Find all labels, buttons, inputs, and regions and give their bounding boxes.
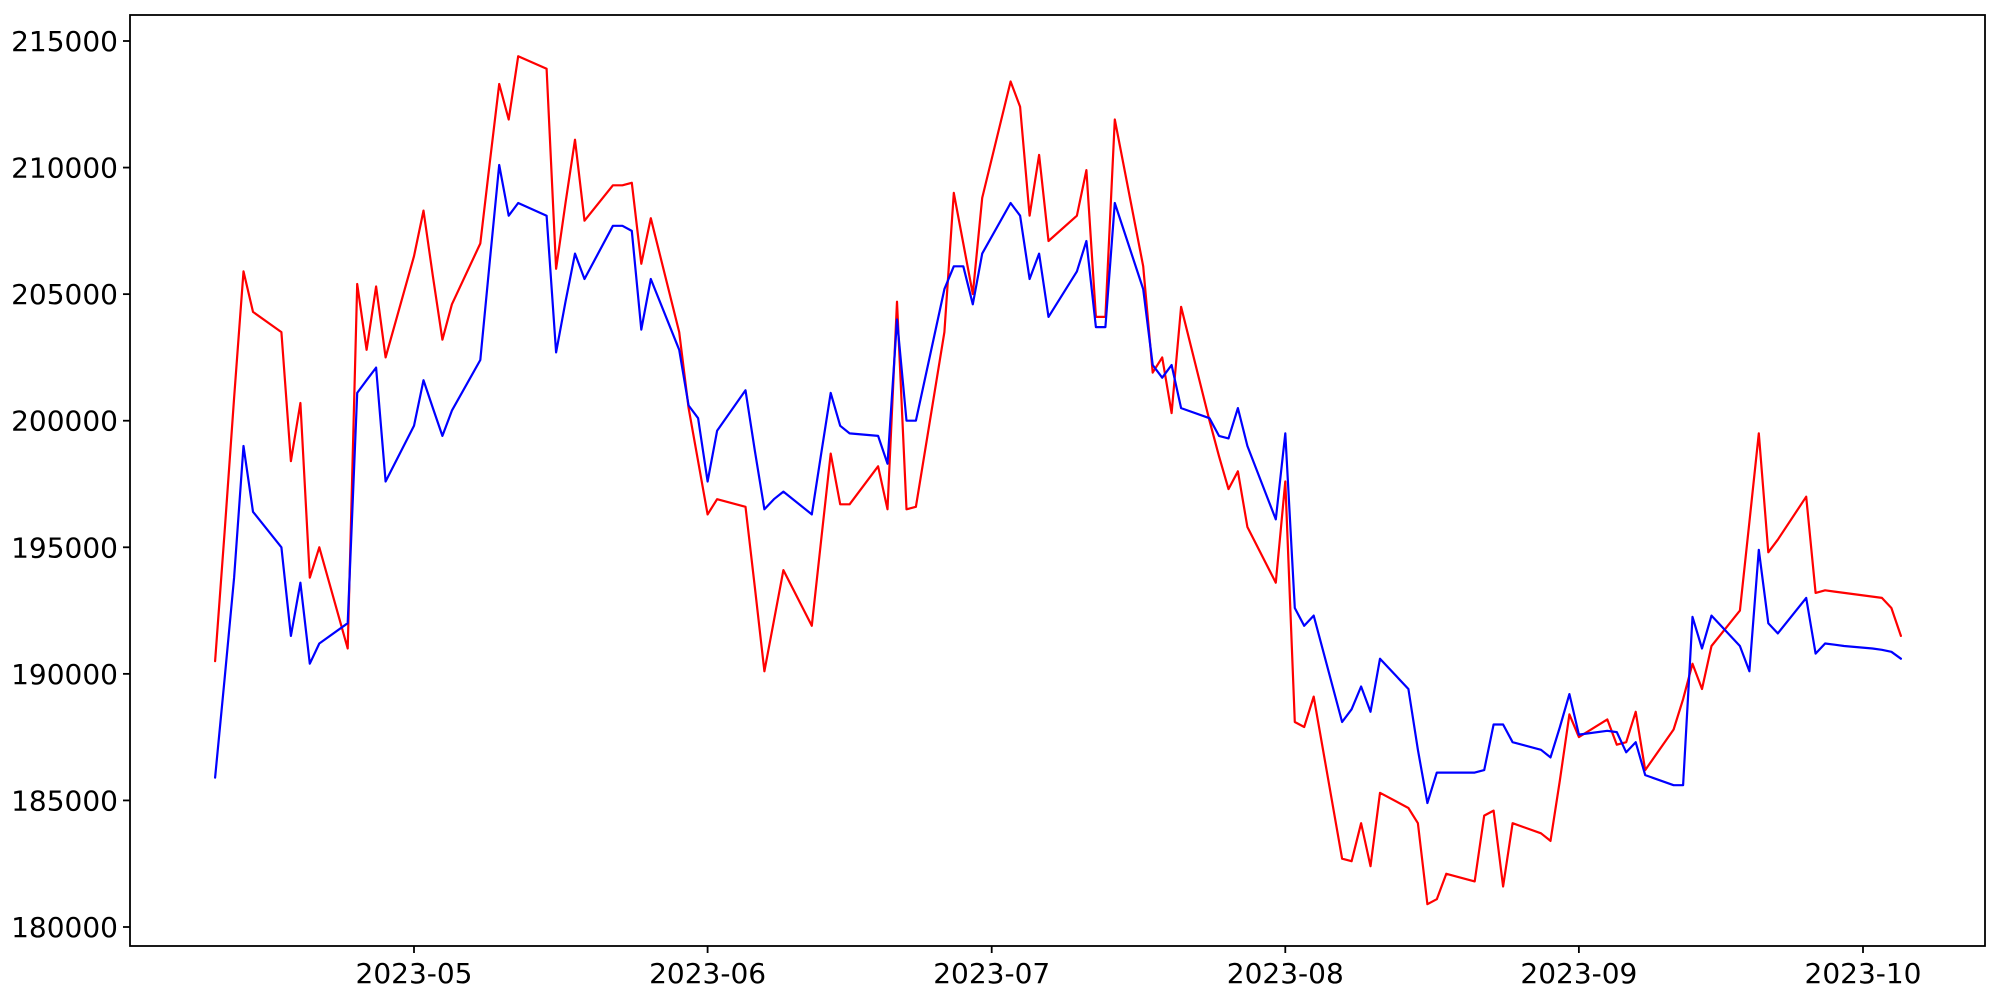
y-tick-label: 205000 [11, 278, 118, 311]
x-tick-label: 2023-08 [1227, 957, 1344, 990]
y-tick-label: 180000 [11, 911, 118, 944]
x-tick-label: 2023-09 [1520, 957, 1637, 990]
x-tick-label: 2023-10 [1805, 957, 1922, 990]
y-tick-label: 215000 [11, 25, 118, 58]
y-tick-label: 200000 [11, 405, 118, 438]
y-tick-label: 210000 [11, 152, 118, 185]
y-tick-label: 185000 [11, 784, 118, 817]
x-tick-label: 2023-07 [933, 957, 1050, 990]
x-tick-label: 2023-06 [649, 957, 766, 990]
x-tick-label: 2023-05 [356, 957, 473, 990]
y-tick-label: 195000 [11, 531, 118, 564]
series-blue-line [214, 163, 1903, 805]
y-tick-label: 190000 [11, 658, 118, 691]
plot-border [129, 14, 1986, 947]
